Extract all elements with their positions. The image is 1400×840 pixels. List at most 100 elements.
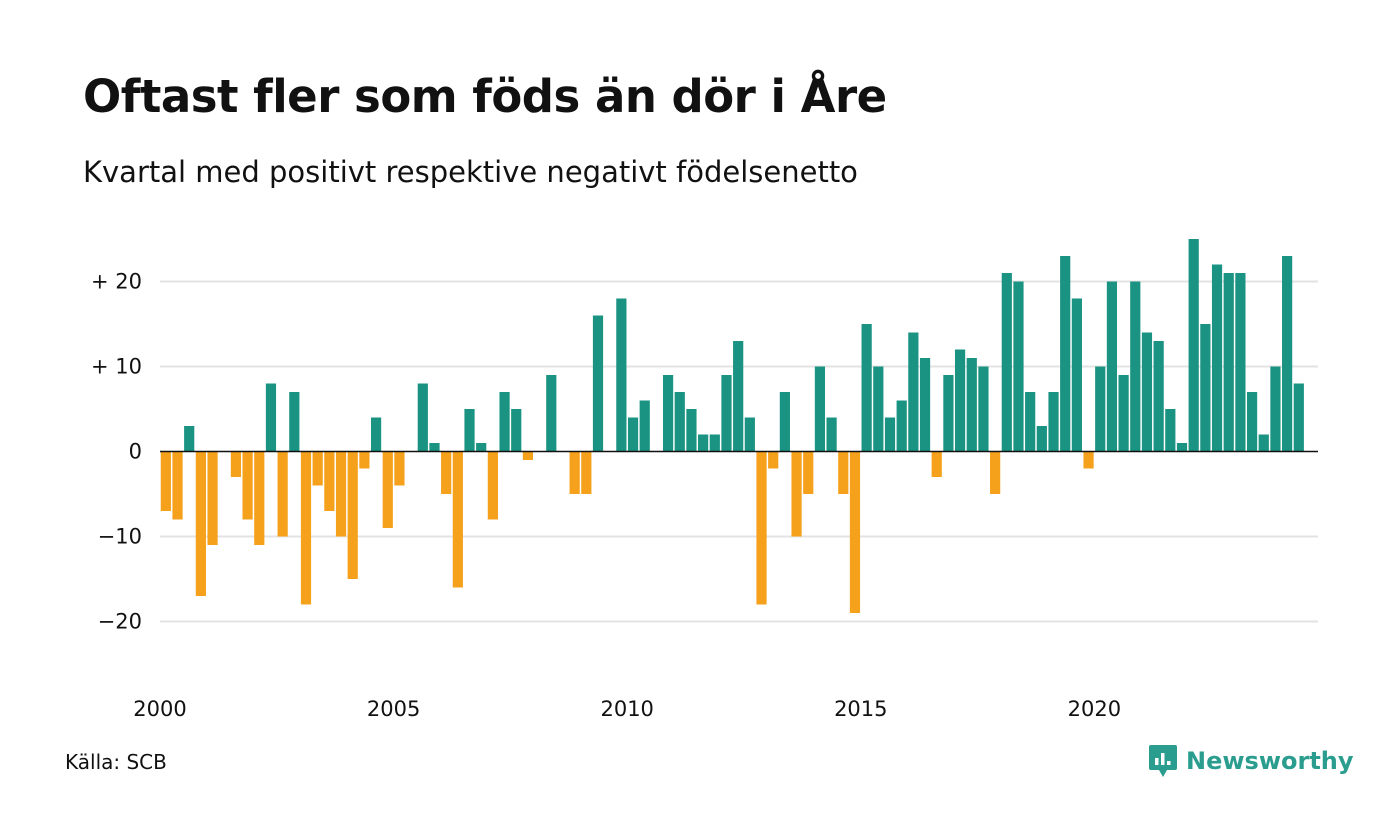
bar-positive: [1153, 341, 1164, 452]
x-tick-label: 2000: [133, 697, 186, 721]
bar-positive: [896, 400, 907, 452]
bar-positive: [954, 349, 966, 452]
bars: [160, 239, 1304, 613]
bar-negative: [359, 451, 370, 469]
bar-positive: [721, 375, 732, 452]
bar-negative: [581, 451, 592, 494]
bar-positive: [978, 366, 989, 452]
y-tick-label: + 20: [91, 270, 142, 294]
bar-negative: [931, 451, 942, 477]
axes: + 20 + 10 0 −10 −20 2000 2005 2010 2015 2020: [91, 270, 1318, 721]
bar-positive: [476, 443, 487, 452]
bar-negative: [254, 451, 265, 545]
bar-positive: [616, 298, 627, 452]
bar-negative: [242, 451, 253, 520]
bar-negative: [394, 451, 405, 486]
bar-negative: [347, 451, 358, 579]
bar-positive: [1270, 366, 1281, 452]
bar-positive: [1060, 256, 1071, 452]
bar-negative: [324, 451, 335, 511]
bar-positive: [184, 426, 195, 452]
newsworthy-logo-text: Newsworthy: [1186, 747, 1354, 775]
bar-positive: [1036, 426, 1047, 452]
bar-positive: [464, 409, 475, 452]
bar-positive: [733, 341, 744, 452]
bar-positive: [370, 417, 382, 452]
bar-negative: [768, 451, 779, 469]
gridlines: [160, 280, 1318, 623]
x-tick-label: 2020: [1068, 697, 1121, 721]
bar-positive: [1165, 409, 1176, 452]
bar-positive: [1095, 366, 1106, 452]
bar-positive: [1118, 375, 1129, 452]
bar-positive: [1106, 281, 1118, 452]
bar-positive: [814, 366, 826, 452]
bar-positive: [966, 358, 977, 452]
bar-positive: [1048, 392, 1059, 452]
bar-positive: [511, 409, 522, 452]
bar-positive: [873, 366, 884, 452]
bar-positive: [662, 375, 674, 452]
bar-positive: [499, 392, 510, 452]
bar-negative: [300, 451, 312, 605]
bar-positive: [1258, 434, 1269, 452]
bar-positive: [1235, 273, 1246, 452]
bar-positive: [1282, 256, 1293, 452]
x-tick-label: 2005: [367, 697, 420, 721]
newsworthy-chart-bubble-icon: [1149, 745, 1177, 777]
bar-chart: + 20 + 10 0 −10 −20 2000 2005 2010 2015 2020: [91, 239, 1318, 721]
bar-positive: [674, 392, 685, 452]
bar-negative: [452, 451, 463, 588]
bar-positive: [1013, 281, 1024, 452]
bar-positive: [429, 443, 440, 452]
newsworthy-logo: Newsworthy: [1148, 744, 1354, 778]
bar-negative: [1083, 451, 1094, 469]
bar-negative: [990, 451, 1001, 494]
bar-positive: [265, 383, 277, 452]
bar-positive: [592, 315, 604, 452]
y-tick-label: −20: [98, 610, 142, 634]
bar-positive: [1246, 392, 1258, 452]
bar-positive: [639, 400, 650, 452]
bar-negative: [230, 451, 242, 477]
bar-positive: [1176, 443, 1188, 452]
bar-negative: [441, 451, 452, 494]
bar-positive: [1025, 392, 1036, 452]
bar-positive: [546, 375, 557, 452]
bar-positive: [417, 383, 428, 452]
bar-negative: [160, 451, 171, 511]
bar-positive: [1141, 332, 1153, 452]
bar-negative: [803, 451, 814, 494]
bar-negative: [195, 451, 206, 596]
bar-positive: [919, 358, 931, 452]
bar-positive: [884, 417, 896, 452]
bar-positive: [1200, 324, 1211, 452]
bar-positive: [1211, 264, 1223, 452]
bar-negative: [335, 451, 347, 537]
bar-negative: [277, 451, 288, 537]
bar-positive: [744, 417, 755, 452]
bar-positive: [1223, 273, 1234, 452]
bar-positive: [826, 417, 837, 452]
bar-positive: [698, 434, 709, 452]
chart-title: Oftast fler som föds än dör i Åre: [83, 70, 887, 123]
x-tick-label: 2010: [600, 697, 653, 721]
bar-negative: [756, 451, 767, 605]
bar-positive: [289, 392, 300, 452]
bar-negative: [849, 451, 861, 613]
bar-negative: [487, 451, 498, 520]
bar-positive: [1293, 383, 1304, 452]
bar-positive: [1188, 239, 1199, 452]
y-tick-label: + 10: [91, 355, 142, 379]
bar-positive: [686, 409, 697, 452]
bar-negative: [382, 451, 393, 528]
bar-negative: [522, 451, 534, 460]
bar-positive: [1071, 298, 1082, 452]
y-tick-label: −10: [98, 525, 142, 549]
bar-positive: [1001, 273, 1012, 452]
bar-positive: [627, 417, 639, 452]
bar-positive: [943, 375, 954, 452]
bar-positive: [709, 434, 720, 452]
source-note: Källa: SCB: [65, 750, 167, 774]
bar-negative: [569, 451, 580, 494]
